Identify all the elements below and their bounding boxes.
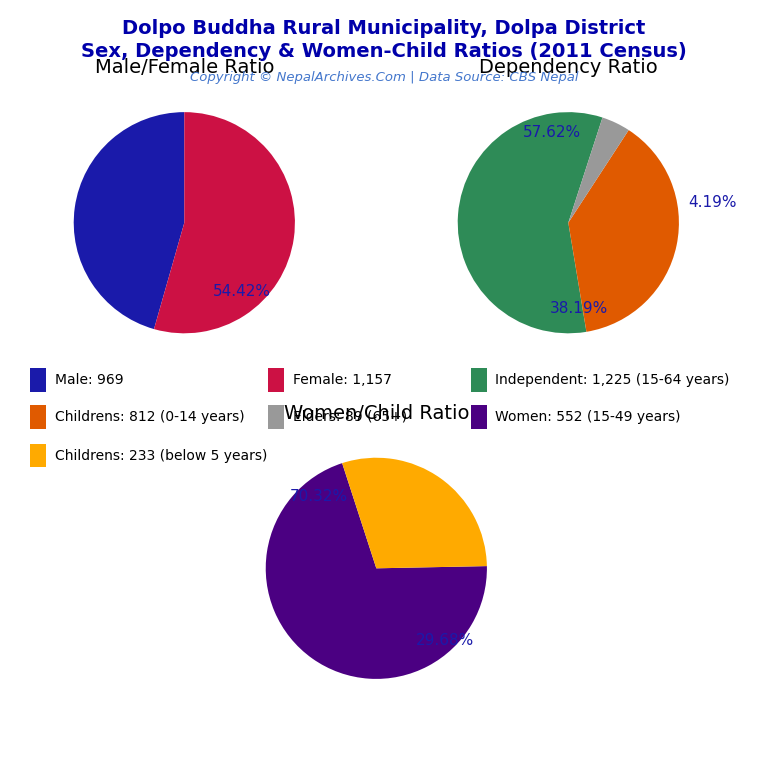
Text: Independent: 1,225 (15-64 years): Independent: 1,225 (15-64 years) bbox=[495, 373, 730, 387]
FancyBboxPatch shape bbox=[471, 405, 486, 429]
Title: Male/Female Ratio: Male/Female Ratio bbox=[94, 58, 274, 78]
Text: Childrens: 812 (0-14 years): Childrens: 812 (0-14 years) bbox=[55, 410, 244, 424]
Text: 57.62%: 57.62% bbox=[523, 124, 581, 140]
Wedge shape bbox=[568, 130, 679, 332]
Text: Sex, Dependency & Women-Child Ratios (2011 Census): Sex, Dependency & Women-Child Ratios (20… bbox=[81, 42, 687, 61]
Wedge shape bbox=[154, 112, 295, 333]
FancyBboxPatch shape bbox=[30, 444, 46, 468]
FancyBboxPatch shape bbox=[30, 405, 46, 429]
Text: 70.32%: 70.32% bbox=[290, 489, 348, 504]
Wedge shape bbox=[568, 118, 629, 223]
Text: Male: 969: Male: 969 bbox=[55, 373, 124, 387]
Text: Elders: 89 (65+): Elders: 89 (65+) bbox=[293, 410, 407, 424]
Wedge shape bbox=[74, 112, 184, 329]
Text: Women: 552 (15-49 years): Women: 552 (15-49 years) bbox=[495, 410, 680, 424]
Wedge shape bbox=[266, 463, 487, 679]
Title: Women/Child Ratio: Women/Child Ratio bbox=[283, 404, 469, 423]
FancyBboxPatch shape bbox=[30, 369, 46, 392]
Title: Dependency Ratio: Dependency Ratio bbox=[479, 58, 657, 78]
Text: 54.42%: 54.42% bbox=[213, 284, 271, 299]
Text: 29.68%: 29.68% bbox=[415, 633, 474, 647]
Wedge shape bbox=[458, 112, 602, 333]
Text: Childrens: 233 (below 5 years): Childrens: 233 (below 5 years) bbox=[55, 449, 267, 462]
FancyBboxPatch shape bbox=[269, 369, 284, 392]
FancyBboxPatch shape bbox=[269, 405, 284, 429]
Text: Female: 1,157: Female: 1,157 bbox=[293, 373, 392, 387]
Text: Copyright © NepalArchives.Com | Data Source: CBS Nepal: Copyright © NepalArchives.Com | Data Sou… bbox=[190, 71, 578, 84]
Text: 45.58%: 45.58% bbox=[98, 147, 156, 161]
Wedge shape bbox=[343, 458, 487, 568]
Text: 38.19%: 38.19% bbox=[550, 302, 608, 316]
Text: 4.19%: 4.19% bbox=[688, 195, 737, 210]
FancyBboxPatch shape bbox=[471, 369, 486, 392]
Text: Dolpo Buddha Rural Municipality, Dolpa District: Dolpo Buddha Rural Municipality, Dolpa D… bbox=[122, 19, 646, 38]
